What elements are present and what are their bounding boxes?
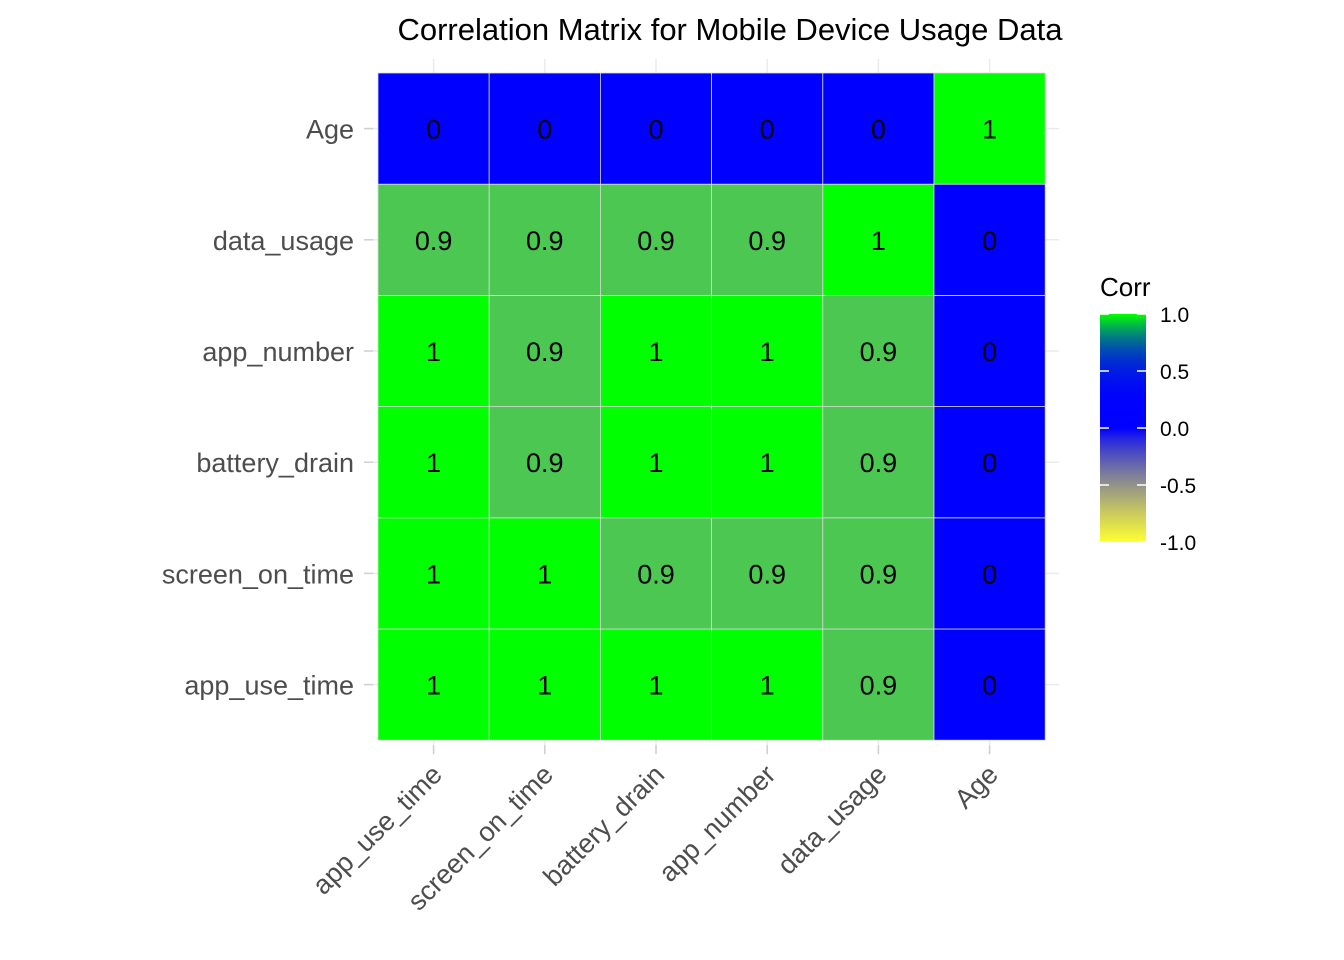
cell-value-label: 0.9 [637, 559, 675, 589]
cell-value-label: 1 [426, 448, 441, 478]
cell-value-label: 0 [426, 115, 441, 145]
cell-value-label: 1 [537, 559, 552, 589]
heatmap-cell [933, 183, 1046, 296]
chart-title: Correlation Matrix for Mobile Device Usa… [397, 12, 1063, 47]
heatmap-cell [488, 294, 601, 407]
y-tick-label: app_use_time [184, 671, 354, 701]
heatmap-cell [600, 406, 713, 519]
cell-value-label: 0 [537, 115, 552, 145]
heatmap-cells [377, 72, 1046, 741]
heatmap-cell [822, 183, 935, 296]
y-tick-label: data_usage [213, 226, 354, 256]
heatmap-cell [488, 72, 601, 185]
y-axis-ticks: app_use_time screen_on_time battery_drain a… [162, 115, 373, 701]
cell-value-label: 0.9 [415, 226, 453, 256]
heatmap-cell [933, 628, 1046, 741]
cell-value-label: 1 [760, 448, 775, 478]
legend-tick-label: 0.0 [1160, 418, 1189, 441]
heatmap-cell [600, 517, 713, 630]
heatmap-cell [488, 183, 601, 296]
heatmap-cell [377, 406, 490, 519]
cell-value-label: 1 [537, 671, 552, 701]
heatmap-cell [711, 517, 824, 630]
cell-value-label: 0.9 [860, 559, 898, 589]
cell-value-label: 0 [760, 115, 775, 145]
cell-value-label: 0.9 [526, 226, 564, 256]
legend-tick-label: 1.0 [1160, 304, 1189, 327]
cell-value-label: 1 [648, 337, 663, 367]
heatmap-cell [822, 406, 935, 519]
cell-value-label: 0 [982, 671, 997, 701]
heatmap-cell [933, 406, 1046, 519]
heatmap-cell [822, 628, 935, 741]
y-tick-label: screen_on_time [162, 559, 354, 589]
heatmap-cell [600, 183, 713, 296]
cell-value-label: 1 [426, 559, 441, 589]
cell-value-label: 1 [982, 115, 997, 145]
heatmap-cell [600, 294, 713, 407]
heatmap-cell [822, 72, 935, 185]
heatmap-cell [711, 628, 824, 741]
cell-value-label: 0.9 [860, 448, 898, 478]
heatmap-cell [822, 294, 935, 407]
cell-value-label: 0 [982, 226, 997, 256]
cell-value-label: 0.9 [748, 226, 786, 256]
y-tick-label: app_number [202, 337, 354, 367]
cell-value-label: 1 [648, 448, 663, 478]
cell-value-label: 1 [871, 226, 886, 256]
cell-value-labels: 1 1 1 1 0.9 0 1 1 0.9 0.9 0.9 0 1 0.9 1 1 0.9 0 1 0.9 1 1 0.9 0… [415, 115, 997, 701]
y-tick-label: battery_drain [196, 448, 354, 478]
heatmap-cell [377, 294, 490, 407]
cell-value-label: 0.9 [526, 337, 564, 367]
legend-tick-label: 0.5 [1160, 361, 1189, 384]
cell-value-label: 0.9 [526, 448, 564, 478]
heatmap-cell [822, 517, 935, 630]
y-tick-label: Age [306, 115, 354, 145]
legend-tick-label: -0.5 [1160, 475, 1196, 498]
heatmap-cell [488, 406, 601, 519]
legend-tick-label: -1.0 [1160, 532, 1196, 555]
cell-value-label: 0 [871, 115, 886, 145]
legend-title: Corr [1100, 272, 1151, 302]
cell-value-label: 0 [982, 448, 997, 478]
cell-value-label: 0.9 [748, 559, 786, 589]
heatmap-cell [933, 294, 1046, 407]
cell-value-label: 1 [760, 337, 775, 367]
cell-value-label: 0.9 [860, 671, 898, 701]
cell-value-label: 0 [982, 337, 997, 367]
heatmap-cell [377, 628, 490, 741]
heatmap-cell [933, 72, 1046, 185]
heatmap-cell [600, 72, 713, 185]
color-legend: Corr 1.0 0.5 0.0 -0.5 -1.0 [1100, 272, 1196, 555]
heatmap-cell [377, 183, 490, 296]
cell-value-label: 0 [982, 559, 997, 589]
heatmap-cell [488, 517, 601, 630]
cell-value-label: 1 [648, 671, 663, 701]
cell-value-label: 1 [426, 671, 441, 701]
cell-value-label: 0.9 [637, 226, 675, 256]
cell-value-label: 0.9 [860, 337, 898, 367]
cell-value-label: 1 [760, 671, 775, 701]
heatmap-cell [933, 517, 1046, 630]
heatmap-cell [600, 628, 713, 741]
cell-value-label: 1 [426, 337, 441, 367]
heatmap-cell [711, 183, 824, 296]
cell-value-label: 0 [648, 115, 663, 145]
